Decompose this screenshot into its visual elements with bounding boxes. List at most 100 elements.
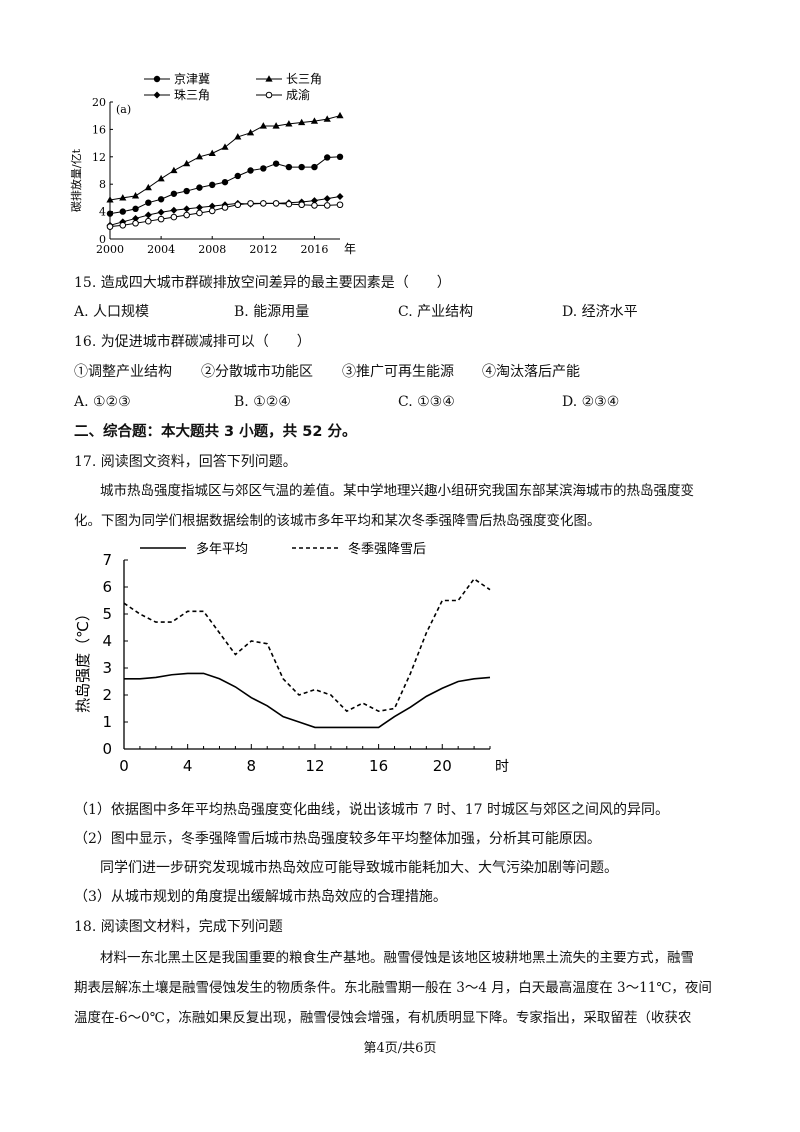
q15-option-d: D. 经济水平 <box>562 304 638 320</box>
data-point <box>209 181 216 189</box>
data-point <box>119 208 126 215</box>
data-point <box>106 196 114 203</box>
q17-sub3: （3）从城市规划的角度提出缓解城市热岛效应的合理措施。 <box>74 889 447 905</box>
q16-item-3: ③推广可再生能源 <box>342 364 454 380</box>
series-line-2 <box>109 115 341 201</box>
data-point <box>285 163 293 171</box>
data-point <box>170 166 178 174</box>
data-point <box>234 133 242 140</box>
data-point <box>221 143 229 150</box>
y-tick-label: 1 <box>102 713 112 731</box>
data-point <box>272 200 280 207</box>
legend-label: 珠三角 <box>174 88 210 102</box>
y-tick-label: 8 <box>99 178 106 191</box>
q16-option-b: B. ①②④ <box>234 394 291 410</box>
data-point <box>183 211 190 219</box>
x-tick-label: 2000 <box>96 243 124 256</box>
q15-option-b: B. 能源用量 <box>234 304 310 320</box>
data-point <box>260 165 267 172</box>
q16-item-2: ②分散城市功能区 <box>201 364 313 380</box>
q15-stem: 15. 造成四大城市群碳排放空间差异的最主要因素是（ ） <box>74 275 451 291</box>
data-point <box>170 206 178 214</box>
x-tick-label: 2016 <box>300 243 328 256</box>
series-line-3 <box>109 196 341 226</box>
data-point <box>310 117 319 124</box>
q18-material-line1: 材料一东北黑土区是我国重要的粮食生产基地。融雪侵蚀是该地区坡耕地黑土流失的主要方… <box>100 950 694 966</box>
data-point <box>234 172 241 180</box>
data-point <box>247 200 254 207</box>
data-point <box>145 217 152 225</box>
data-point <box>285 120 293 127</box>
data-point <box>298 118 306 126</box>
legend-marker <box>265 91 273 99</box>
data-point <box>157 215 165 223</box>
data-point <box>311 202 318 209</box>
data-point <box>247 167 254 174</box>
data-point <box>196 209 203 217</box>
y-tick-label: 20 <box>92 96 106 109</box>
data-point <box>106 210 114 217</box>
data-point <box>170 213 178 221</box>
q18-material-line3: 温度在-6～0℃，冻融如果反复出现，融雪侵蚀会增强，有机质明显下降。专家指出，采… <box>74 1010 692 1026</box>
q17-material-line2: 化。下图为同学们根据数据绘制的该城市多年平均和某次冬季强降雪后热岛强度变化图。 <box>74 513 601 529</box>
data-point <box>336 193 344 201</box>
x-tick-label: 8 <box>247 757 257 775</box>
data-point <box>246 129 255 136</box>
carbon-emission-chart: 0 4 8 12 16 20 2000 2004 2008 2012 2016 年 碳排放量/亿t (a)… <box>69 72 356 256</box>
x-axis-label: 时 <box>495 759 509 775</box>
legend-label: 成渝 <box>286 87 310 102</box>
legend-label: 长三角 <box>286 72 322 86</box>
data-point <box>323 202 331 209</box>
q16-stem: 16. 为促进城市群碳减排可以（ ） <box>74 334 311 350</box>
y-tick-label: 16 <box>92 123 106 136</box>
legend-marker <box>153 91 161 99</box>
y-axis-label: 碳排放量/亿t <box>69 148 83 212</box>
y-axis-label: 热岛强度（℃） <box>74 606 92 713</box>
x-tick-label: 20 <box>433 757 452 775</box>
data-point <box>119 222 127 229</box>
q16-item-4: ④淘汰落后产能 <box>482 364 580 380</box>
data-point <box>221 178 229 186</box>
data-point <box>221 204 229 211</box>
data-point <box>157 196 165 203</box>
y-tick-label: 0 <box>102 740 112 758</box>
data-point <box>323 195 331 203</box>
data-point <box>208 202 216 210</box>
data-point <box>170 190 178 197</box>
series-line-2 <box>123 577 491 713</box>
data-point <box>132 219 139 227</box>
x-tick-label: 4 <box>183 757 193 775</box>
legend-label: 冬季强降雪后 <box>348 541 426 557</box>
q15-option-a: A. 人口规模 <box>74 304 150 320</box>
data-point <box>208 207 216 215</box>
legend-marker <box>153 75 161 83</box>
panel-label: (a) <box>116 103 131 116</box>
data-point <box>132 205 139 213</box>
data-point <box>260 200 267 207</box>
y-tick-label: 2 <box>102 686 112 704</box>
q16-option-a: A. ①②③ <box>74 394 131 410</box>
q17-sub2: （2）图中显示，冬季强降雪后城市热岛强度较多年平均整体加强，分析其可能原因。 <box>74 831 601 847</box>
data-point <box>183 159 191 167</box>
x-tick-label: 2008 <box>198 243 226 256</box>
data-point <box>145 199 152 206</box>
data-point <box>183 187 190 195</box>
q18-material-line2: 期表层解冻土壤是融雪侵蚀发生的物质条件。东北融雪期一般在 3～4 月，白天最高温… <box>74 980 712 996</box>
series-line-1 <box>124 672 491 729</box>
x-tick-label: 16 <box>369 757 388 775</box>
data-point <box>272 160 280 167</box>
data-point <box>106 223 114 230</box>
legend-label: 京津冀 <box>174 72 210 86</box>
data-point <box>259 122 267 129</box>
x-tick-label: 2004 <box>147 243 175 256</box>
x-tick-label: 12 <box>305 757 324 775</box>
data-point <box>132 214 140 222</box>
data-point <box>208 149 216 156</box>
x-tick-label: 2012 <box>249 243 277 256</box>
data-point <box>272 122 280 129</box>
data-point <box>323 115 331 122</box>
y-tick-label: 4 <box>99 206 106 219</box>
q16-item-1: ①调整产业结构 <box>74 364 172 380</box>
data-point <box>119 194 127 201</box>
